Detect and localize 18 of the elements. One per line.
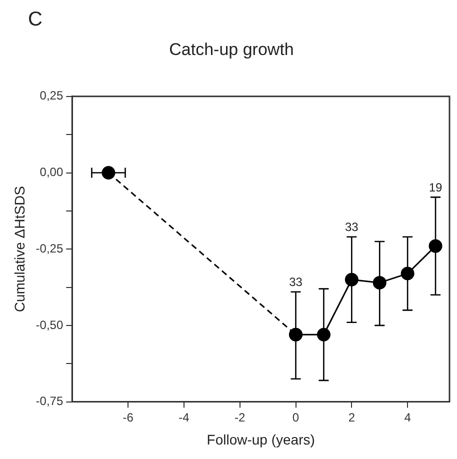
x-tick-label: -4 (178, 410, 190, 424)
annotation: 19 (428, 180, 443, 194)
y-tick-label: -0,75 (36, 394, 64, 408)
y-tick-label: 0,00 (40, 165, 64, 180)
x-tick-label: 4 (404, 410, 412, 424)
y-tick-label: -0,25 (36, 241, 64, 256)
y-axis-title: Cumulative ΔHtSDS (11, 186, 28, 312)
y-tick-label: -0,50 (36, 318, 64, 332)
x-axis-title: Follow-up (years) (206, 431, 315, 448)
text: C (28, 8, 42, 31)
y-tick-label: 0,25 (40, 88, 64, 103)
annotation: 33 (344, 220, 359, 234)
chart-title: Catch-up growth (169, 40, 294, 59)
x-tick-label: -2 (234, 410, 246, 424)
x-tick-label: 0 (292, 410, 300, 424)
x-tick-label: -6 (122, 410, 134, 424)
annotation: 33 (289, 275, 303, 290)
x-tick-label: 2 (348, 410, 356, 424)
